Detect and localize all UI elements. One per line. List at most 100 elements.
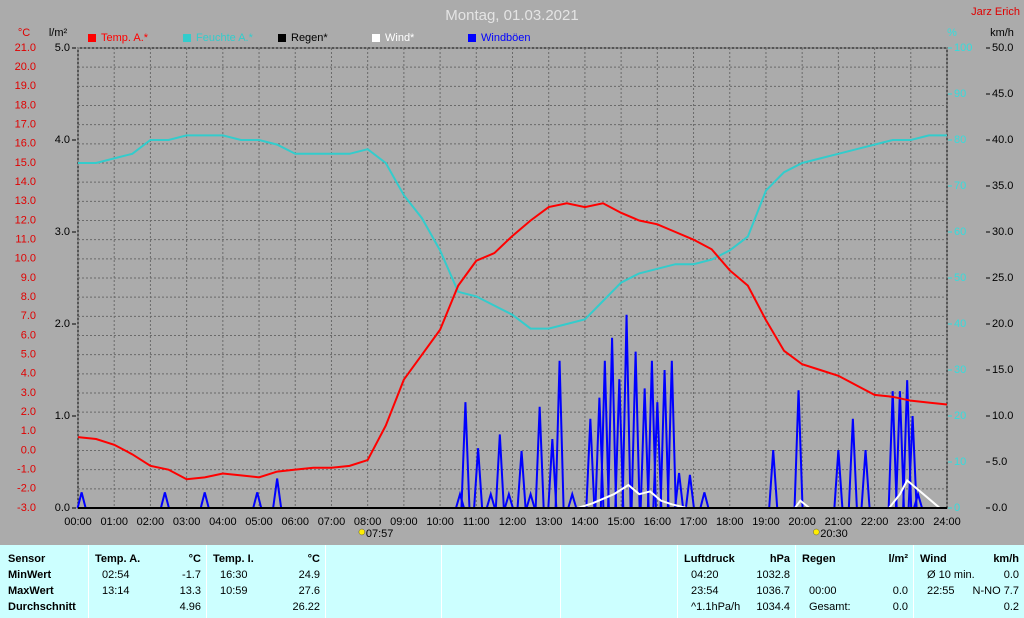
gust-spike <box>639 388 650 509</box>
x-tick-label: 03:00 <box>173 516 201 528</box>
gust-spike <box>768 449 779 509</box>
group-unit: °C <box>307 553 320 565</box>
x-tick-label: 13:00 <box>535 516 563 528</box>
time-cell: Gesamt: <box>809 601 851 613</box>
y-tick-label: 40 <box>954 318 966 330</box>
gust-spike <box>585 418 596 509</box>
gust-spike <box>485 490 496 509</box>
column-divider <box>795 545 796 618</box>
group-unit: °C <box>188 553 201 565</box>
column-divider <box>206 545 207 618</box>
value-cell: 1034.4 <box>756 601 790 613</box>
y-tick-label: 0 <box>954 502 960 514</box>
y-tick-label: 5.0 <box>21 349 36 361</box>
x-tick-label: 11:00 <box>463 516 490 528</box>
y-tick-label: 4.0 <box>21 368 36 380</box>
y-tick-label: 15.0 <box>15 157 36 169</box>
gust-spike <box>621 314 632 509</box>
y-tick-label: 100 <box>954 42 972 54</box>
group-title: Temp. I. <box>213 553 254 565</box>
gust-spike <box>516 450 527 509</box>
time-cell: 04:20 <box>691 569 719 581</box>
y-tick-label: 4.0 <box>55 134 70 146</box>
series-line <box>78 134 947 330</box>
y-tick-label: 30.0 <box>992 226 1013 238</box>
time-cell: Ø 10 min. <box>927 569 975 581</box>
gust-spike <box>793 390 804 509</box>
time-cell: 13:14 <box>102 585 130 597</box>
gust-spike <box>455 490 465 509</box>
value-cell: 26.22 <box>292 601 320 613</box>
y-tick-label: 19.0 <box>15 80 36 92</box>
gust-spike <box>252 492 263 509</box>
group-title: Wind <box>920 553 947 565</box>
value-cell: -1.7 <box>182 569 201 581</box>
y-tick-label: 3.0 <box>55 226 70 238</box>
x-tick-label: 18:00 <box>716 516 744 528</box>
x-tick-label: 20:00 <box>788 516 816 528</box>
y-tick-label: -3.0 <box>17 502 36 514</box>
x-tick-label: 24:00 <box>933 516 961 528</box>
value-cell: 0.0 <box>892 601 908 613</box>
gust-spike <box>607 337 618 509</box>
value-cell: 1036.7 <box>756 585 790 597</box>
gust-spike <box>630 351 641 509</box>
chart: Montag, 01.03.2021 Jarz Erich °C l/m² % … <box>15 6 1020 540</box>
annotation: 20:30 <box>820 528 848 540</box>
y-tick-label: 30 <box>954 364 966 376</box>
row-label: Durchschnitt <box>8 601 76 613</box>
y-tick-label: 45.0 <box>992 88 1013 100</box>
y-tick-label: -1.0 <box>17 464 36 476</box>
gust-spike <box>567 490 578 509</box>
value-cell: 0.0 <box>892 585 908 597</box>
y-tick-label: 1.0 <box>21 425 36 437</box>
x-tick-label: 08:00 <box>354 516 382 528</box>
legend-swatch <box>278 34 286 42</box>
series-line <box>77 202 948 481</box>
gust-spike <box>599 360 610 509</box>
chart-title: Montag, 01.03.2021 <box>445 7 578 24</box>
y-tick-label: 5.0 <box>55 42 70 54</box>
time-cell: 23:54 <box>691 585 719 597</box>
x-tick-label: 09:00 <box>390 516 418 528</box>
y-tick-label: 25.0 <box>992 272 1013 284</box>
gust-spike <box>913 490 923 509</box>
x-tick-label: 23:00 <box>897 516 925 528</box>
y-tick-label: 2.0 <box>55 318 70 330</box>
value-cell: 1032.8 <box>756 569 790 581</box>
gust-spike <box>473 448 484 509</box>
time-cell: 02:54 <box>102 569 130 581</box>
x-tick-label: 19:00 <box>752 516 780 528</box>
annotation: 07:57 <box>366 528 394 540</box>
legend-swatch <box>468 34 476 42</box>
gust-spike <box>503 490 514 509</box>
time-cell: ^1.1hPa/h <box>691 601 741 613</box>
gust-spike <box>494 434 505 509</box>
y-tick-label: 10.0 <box>992 410 1013 422</box>
gust-spike <box>860 449 871 509</box>
legend-label: Wind* <box>385 32 415 44</box>
legend-swatch <box>88 34 96 42</box>
y-unit: °C <box>18 27 30 39</box>
column-divider <box>325 545 326 618</box>
gust-spike <box>659 369 670 509</box>
y-tick-label: -2.0 <box>17 483 36 495</box>
legend-label: Feuchte A.* <box>196 32 254 44</box>
column-divider <box>441 545 442 618</box>
y-tick-label: 60 <box>954 226 966 238</box>
gust-spike <box>76 492 87 509</box>
y-tick-label: 6.0 <box>21 329 36 341</box>
x-tick-label: 12:00 <box>499 516 527 528</box>
y-tick-label: 10 <box>954 456 966 468</box>
y-tick-label: 18.0 <box>15 99 36 111</box>
y-tick-label: 21.0 <box>15 42 36 54</box>
y-tick-label: 17.0 <box>15 119 36 131</box>
group-unit: hPa <box>769 553 790 565</box>
gust-spike <box>847 418 858 509</box>
y-tick-label: 16.0 <box>15 138 36 150</box>
x-tick-label: 17:00 <box>680 516 708 528</box>
time-cell: 22:55 <box>927 585 955 597</box>
value-cell: 13.3 <box>179 585 201 597</box>
gust-spike <box>534 406 545 509</box>
x-tick-label: 06:00 <box>281 516 309 528</box>
